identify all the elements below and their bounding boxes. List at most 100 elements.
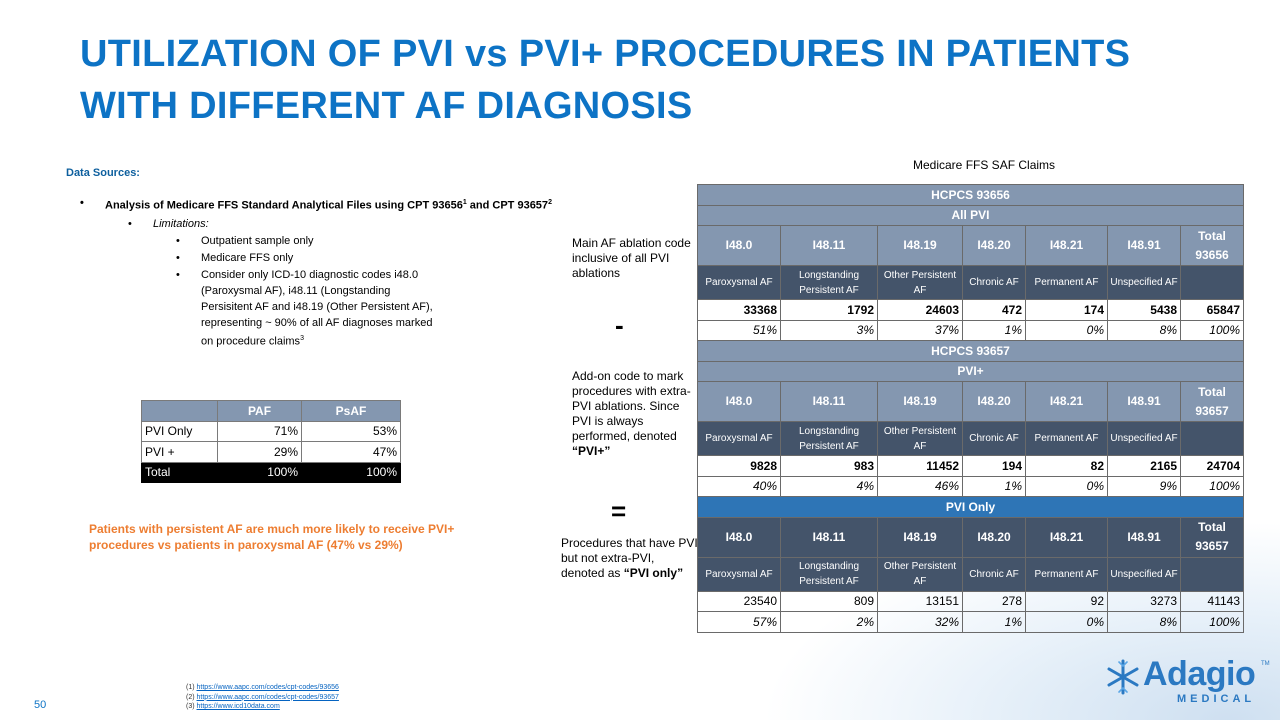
claim-percent: 0% — [1025, 611, 1108, 633]
code-header: Total 93657 — [1180, 516, 1244, 558]
table-row: 57% 2% 32% 1% 0% 8% 100% — [697, 611, 1244, 633]
code-header: I48.21 — [1025, 225, 1108, 266]
claim-percent: 57% — [697, 611, 781, 633]
claim-count: 3273 — [1107, 590, 1181, 612]
limitation-item: Outpatient sample only — [80, 233, 580, 249]
summary-header-paf: PAF — [217, 400, 302, 422]
code-header-row: I48.0 I48.11 I48.19 I48.20 I48.21 I48.91 Total… — [697, 225, 1244, 266]
diagnosis-description: Longstanding Persistent AF — [780, 556, 878, 592]
pvi-summary-table: PAF PsAF PVI Only 71% 53% PVI + 29% 47% … — [141, 400, 401, 483]
code-header: Total 93657 — [1180, 381, 1244, 422]
page-number: 50 — [34, 699, 47, 711]
claim-count: 2165 — [1107, 455, 1181, 477]
claim-percent: 100% — [1180, 611, 1244, 633]
claim-percent: 1% — [962, 475, 1026, 497]
code-header: I48.20 — [962, 381, 1026, 422]
group-label: PVI+ — [697, 360, 1244, 382]
claim-count: 278 — [962, 590, 1026, 612]
claim-count: 65847 — [1180, 299, 1244, 321]
claim-percent: 1% — [962, 319, 1026, 341]
claim-percent: 100% — [1180, 475, 1244, 497]
table-row: 33368 1792 24603 472 174 5438 65847 — [697, 299, 1244, 321]
claim-count: 1792 — [780, 299, 878, 321]
claim-percent: 8% — [1107, 319, 1181, 341]
code-header: I48.11 — [780, 516, 878, 558]
claim-count: 9828 — [697, 455, 781, 477]
claim-percent: 1% — [962, 611, 1026, 633]
claim-percent: 4% — [780, 475, 878, 497]
snowflake-icon — [1107, 659, 1139, 695]
claim-percent: 32% — [877, 611, 963, 633]
code-header: I48.91 — [1107, 516, 1181, 558]
diagnosis-description: Unspecified AF — [1107, 265, 1181, 300]
diagnosis-description: Other Persistent AF — [877, 556, 963, 592]
claim-count: 983 — [780, 455, 878, 477]
footnotes: (1) https://www.aapc.com/codes/cpt-codes… — [186, 683, 339, 712]
pvi-only-note: Procedures that have PVI but not extra-P… — [561, 536, 698, 580]
claim-count: 24704 — [1180, 455, 1244, 477]
logo-subtitle: MEDICAL — [1177, 693, 1256, 705]
diagnosis-description: Paroxysmal AF — [697, 556, 781, 592]
hcpcs-row: HCPCS 93657 — [697, 340, 1244, 362]
table-row: PVI Only 71% 53% — [141, 420, 401, 442]
group-label: All PVI — [697, 204, 1244, 226]
footnote: (1) https://www.aapc.com/codes/cpt-codes… — [186, 684, 339, 691]
key-finding: Patients with persistent AF are much mor… — [89, 522, 455, 552]
claim-percent: 37% — [877, 319, 963, 341]
page-title: UTILIZATION OF PVI vs PVI+ PROCEDURES IN… — [80, 33, 1131, 127]
code-header-row: I48.0 I48.11 I48.19 I48.20 I48.21 I48.91 Total… — [697, 381, 1244, 422]
claim-percent: 2% — [780, 611, 878, 633]
claim-count: 13151 — [877, 590, 963, 612]
code-header: I48.19 — [877, 381, 963, 422]
data-sources-list: Analysis of Medicare FFS Standard Analyt… — [80, 195, 580, 349]
diagnosis-description: Other Persistent AF — [877, 265, 963, 300]
diagnosis-description: Permanent AF — [1025, 421, 1108, 456]
hcpcs-label: HCPCS 93656 — [697, 184, 1244, 206]
group-row: PVI+ — [697, 360, 1244, 382]
diagnosis-description: Permanent AF — [1025, 265, 1108, 300]
claim-percent: 0% — [1025, 475, 1108, 497]
diagnosis-description: Paroxysmal AF — [697, 265, 781, 300]
description-row: Paroxysmal AF Longstanding Persistent AF O… — [697, 265, 1244, 300]
claim-count: 472 — [962, 299, 1026, 321]
claim-count: 41143 — [1180, 590, 1244, 612]
diagnosis-description: Chronic AF — [962, 421, 1026, 456]
code-header: I48.20 — [962, 516, 1026, 558]
claim-count: 174 — [1025, 299, 1108, 321]
table-row: 40% 4% 46% 1% 0% 9% 100% — [697, 475, 1244, 497]
code-header: I48.91 — [1107, 381, 1181, 422]
footnote-link[interactable]: https://www.aapc.com/codes/cpt-codes/936… — [196, 693, 339, 701]
description-row: Paroxysmal AF Longstanding Persistent AF O… — [697, 556, 1244, 592]
group-row: PVI Only — [697, 496, 1244, 518]
group-row: All PVI — [697, 204, 1244, 226]
footnote-link[interactable]: https://www.aapc.com/codes/cpt-codes/936… — [196, 684, 339, 691]
code-header: I48.11 — [780, 381, 878, 422]
footnote: (3) https://www.icd10data.com — [186, 703, 280, 710]
code-header: Total 93656 — [1180, 225, 1244, 266]
table-row: 9828 983 11452 194 82 2165 24704 — [697, 455, 1244, 477]
main-code-note: Main AF ablation code inclusive of all P… — [572, 236, 691, 280]
claim-percent: 0% — [1025, 319, 1108, 341]
footnote: (2) https://www.aapc.com/codes/cpt-codes… — [186, 693, 339, 701]
diagnosis-description: Unspecified AF — [1107, 421, 1181, 456]
claim-count: 809 — [780, 590, 878, 612]
hcpcs-label: HCPCS 93657 — [697, 340, 1244, 362]
group-label: PVI Only — [697, 496, 1244, 518]
limitations-bullet: Limitations: — [80, 216, 580, 232]
code-header: I48.19 — [877, 516, 963, 558]
footnote-link[interactable]: https://www.icd10data.com — [196, 703, 280, 710]
table-caption: Medicare FFS SAF Claims — [913, 158, 1056, 172]
claim-percent: 3% — [780, 319, 878, 341]
logo-tm: TM — [1261, 661, 1270, 667]
claim-count: 23540 — [697, 590, 781, 612]
code-header: I48.0 — [697, 381, 781, 422]
code-header: I48.21 — [1025, 516, 1108, 558]
diagnosis-description: Paroxysmal AF — [697, 421, 781, 456]
diagnosis-description: Unspecified AF — [1107, 556, 1181, 592]
code-header: I48.21 — [1025, 381, 1108, 422]
code-header: I48.0 — [697, 516, 781, 558]
claim-count: 11452 — [877, 455, 963, 477]
summary-header-blank — [141, 400, 218, 422]
claim-count: 194 — [962, 455, 1026, 477]
diagnosis-description: Chronic AF — [962, 556, 1026, 592]
